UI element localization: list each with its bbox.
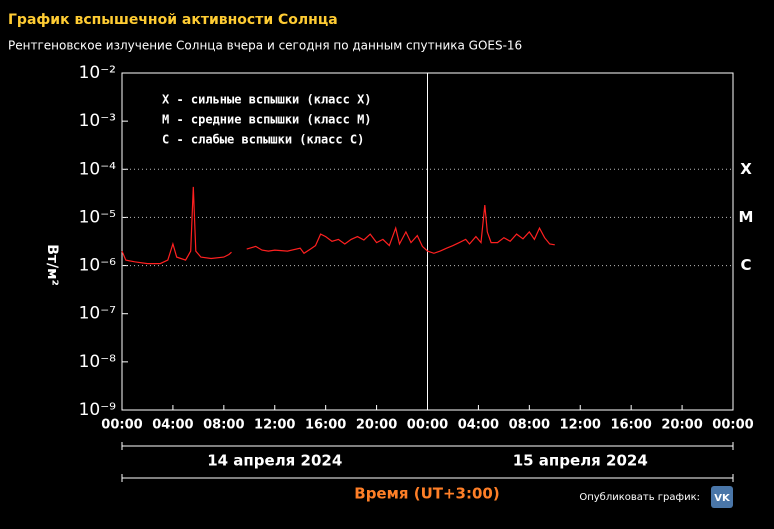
y-tick-label: 10⁻⁹ [79,400,117,420]
legend-text: X - сильные вспышки (класс X) [162,93,372,107]
chart-subtitle: Рентгеновское излучение Солнца вчера и с… [8,39,522,53]
x-tick-label: 16:00 [305,418,346,433]
class-label: M [739,208,754,226]
y-tick-label: 10⁻⁴ [79,159,117,179]
y-tick-label: 10⁻⁸ [79,352,117,372]
y-tick-label: 10⁻⁷ [79,304,117,324]
y-tick-label: 10⁻⁵ [79,207,116,227]
x-tick-label: 00:00 [712,418,753,433]
x-tick-label: 12:00 [560,418,601,433]
y-axis-label: Вт/м² [44,244,60,285]
y-tick-label: 10⁻² [79,63,116,83]
x-tick-label: 04:00 [458,418,499,433]
x-tick-label: 08:00 [509,418,550,433]
legend-text: M - средние вспышки (класс M) [162,113,372,127]
day-label: 15 апреля 2024 [513,452,648,470]
flux-line [121,186,555,265]
x-tick-label: 12:00 [254,418,295,433]
x-axis-label: Время (UT+3:00) [354,485,499,503]
day-label: 14 апреля 2024 [207,452,342,470]
legend-text: C - слабые вспышки (класс C) [162,133,364,147]
y-tick-label: 10⁻³ [79,111,116,131]
vk-button[interactable] [711,486,733,508]
x-tick-label: 04:00 [152,418,193,433]
publish-text: Опубликовать график: [579,492,700,503]
class-label: X [740,160,752,178]
vk-icon[interactable]: VK [714,493,731,504]
x-tick-label: 08:00 [203,418,244,433]
chart-title: График вспышечной активности Солнца [8,12,338,28]
x-tick-label: 00:00 [407,418,448,433]
x-tick-label: 20:00 [661,418,702,433]
x-tick-label: 20:00 [356,418,397,433]
y-tick-label: 10⁻⁶ [79,256,117,276]
class-label: C [740,256,751,274]
x-tick-label: 00:00 [101,418,142,433]
x-tick-label: 16:00 [610,418,651,433]
